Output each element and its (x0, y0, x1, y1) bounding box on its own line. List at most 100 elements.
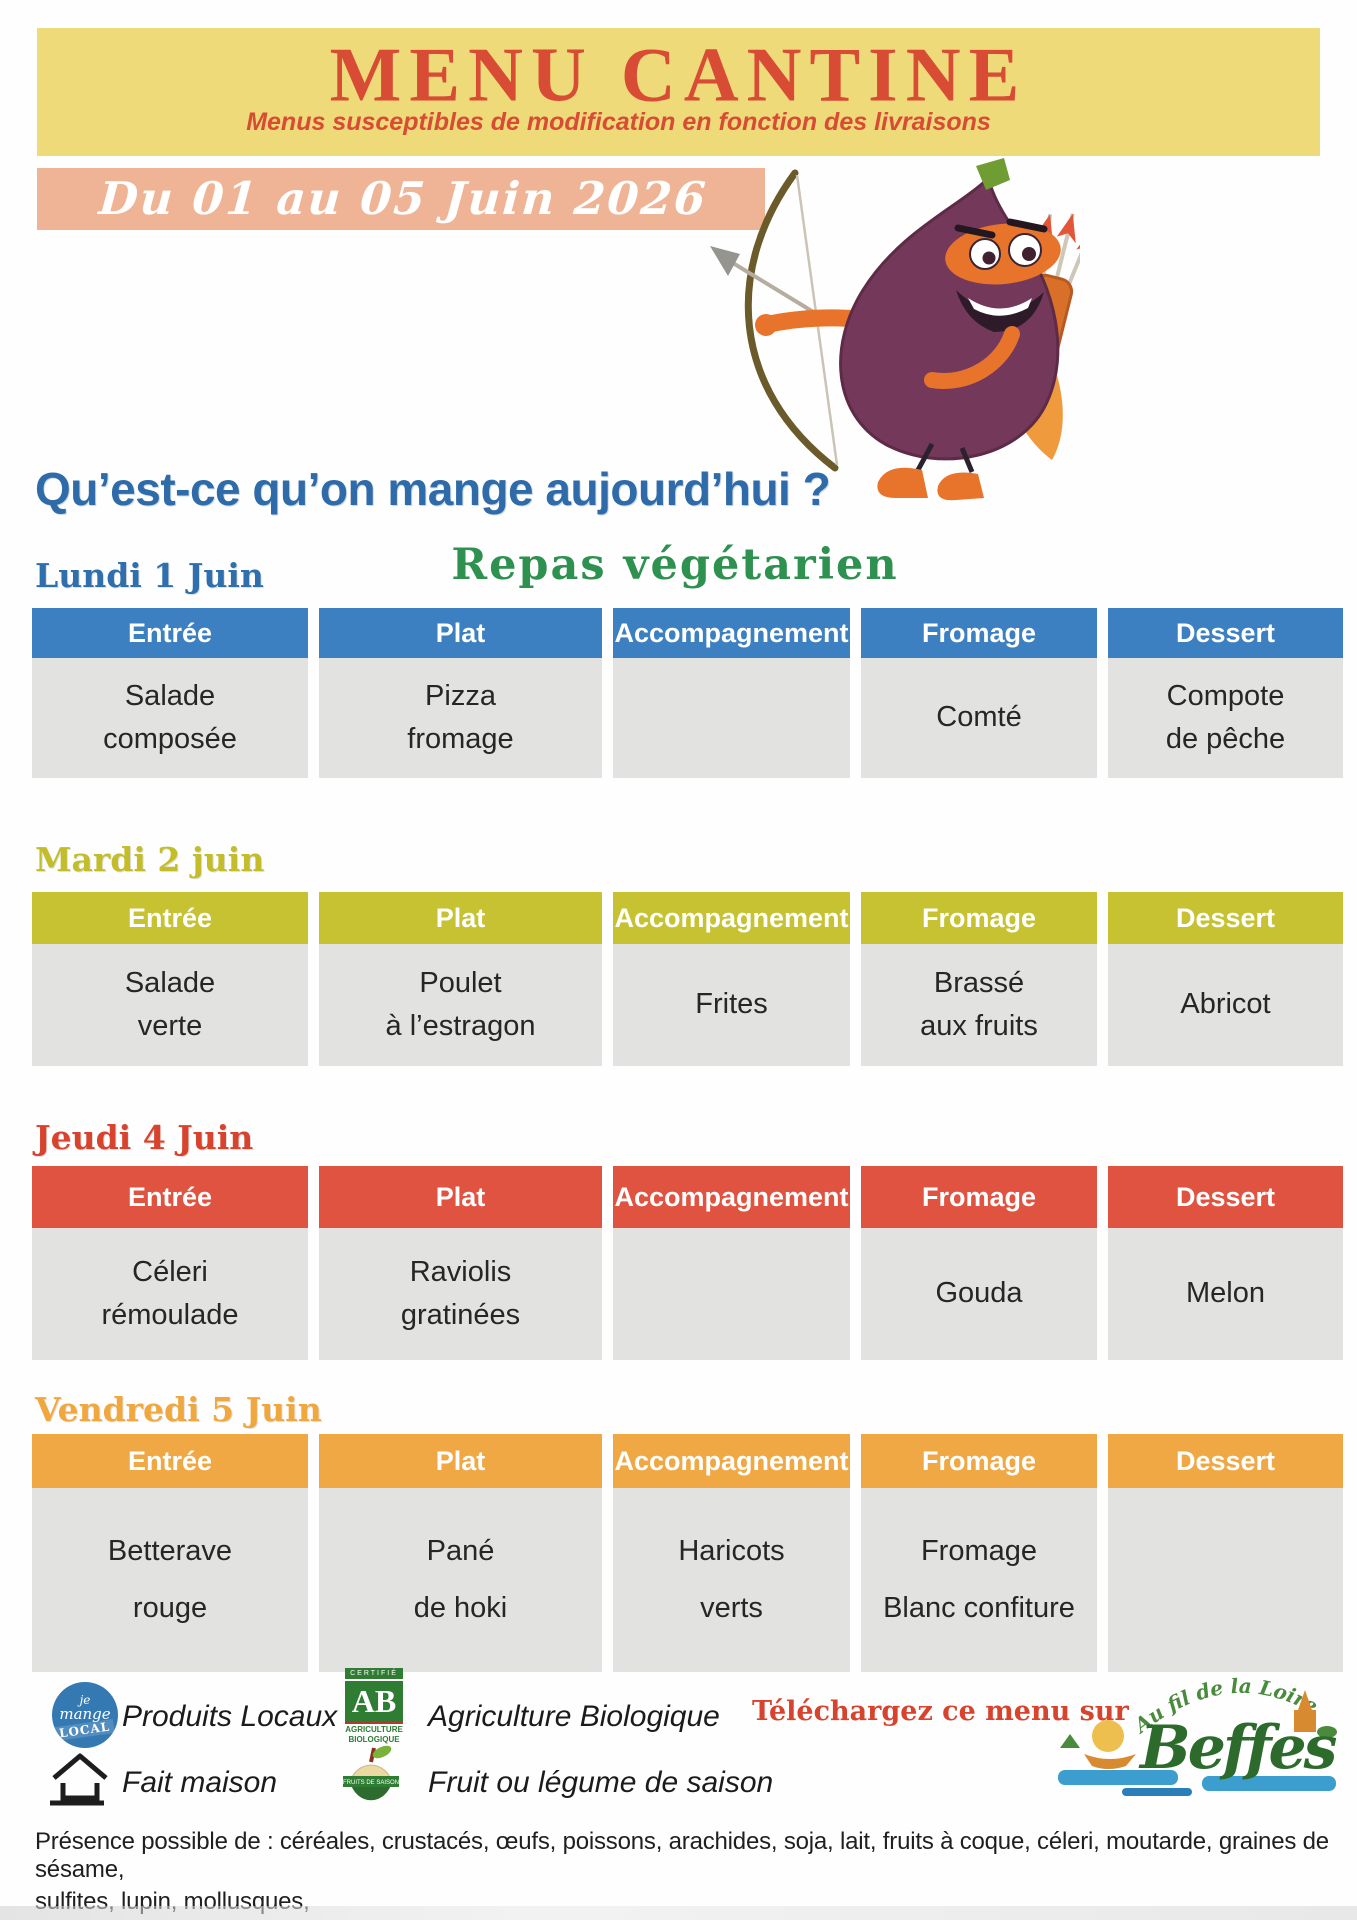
header-cell-accompagnement: Accompagnement (613, 1434, 850, 1488)
header-cell-dessert: Dessert (1108, 608, 1343, 658)
ab-certified-label: CERTIFIÉ (345, 1668, 403, 1679)
day-label-jeudi: Jeudi 4 Juin (35, 1118, 254, 1157)
bow-icon (744, 169, 839, 472)
boat-icon (1084, 1754, 1136, 1769)
menu-cell: Fromage Blanc confiture (861, 1488, 1097, 1672)
fig-hand-left (755, 314, 777, 336)
menu-cell: Céleri rémoulade (32, 1228, 308, 1360)
beffes-logo: Au fil de la Loire Beffes (1058, 1674, 1340, 1796)
local-products-badge-icon: je mange LOCAL (52, 1682, 118, 1748)
smile-mouth (956, 290, 1044, 332)
menu-cell (613, 658, 850, 778)
ab-sub-line: AGRICULTURE (345, 1725, 403, 1734)
boot-left (877, 467, 928, 498)
menu-cell: Pané de hoki (319, 1488, 602, 1672)
header-cell-accompagnement: Accompagnement (613, 608, 850, 658)
ab-letters: AB (345, 1679, 403, 1721)
date-banner: Du 01 au 05 Juin 2026 (37, 168, 765, 230)
header-cell-plat: Plat (319, 1434, 602, 1488)
church-body-icon (1294, 1710, 1316, 1732)
beffes-name: Beffes (1138, 1713, 1337, 1783)
menu-cell: Abricot (1108, 944, 1343, 1066)
header-cell-accompagnement: Accompagnement (613, 892, 850, 944)
column-header-row-jeudi: Entrée Plat Accompagnement Fromage Desse… (32, 1166, 1343, 1228)
legend-produits-locaux-label: Produits Locaux (122, 1700, 338, 1733)
menu-cell (613, 1228, 850, 1360)
header-cell-entree: Entrée (32, 608, 308, 658)
fig-stem (976, 158, 1010, 190)
day-label-lundi: Lundi 1 Juin (35, 556, 264, 595)
header-cell-fromage: Fromage (861, 1434, 1097, 1488)
leg-left (915, 442, 935, 472)
header-cell-dessert: Dessert (1108, 1166, 1343, 1228)
column-header-row-vendredi: Entrée Plat Accompagnement Fromage Desse… (32, 1434, 1343, 1488)
ab-sub-line: BIOLOGIQUE (348, 1735, 400, 1744)
header-cell-accompagnement: Accompagnement (613, 1166, 850, 1228)
menu-cell (1108, 1488, 1343, 1672)
header-cell-plat: Plat (319, 608, 602, 658)
leg-right (959, 447, 975, 473)
pupil-right (1022, 247, 1036, 261)
header-cell-fromage: Fromage (861, 892, 1097, 944)
question-heading: Qu’est-ce qu’on mange aujourd’hui ? (35, 463, 831, 515)
page-title: MENU CANTINE (329, 32, 1028, 118)
wave-shape (1202, 1776, 1336, 1791)
header-cell-entree: Entrée (32, 1166, 308, 1228)
menu-cell: Salade verte (32, 944, 308, 1066)
eyebrow-left (954, 224, 996, 239)
tree-icon (1060, 1734, 1080, 1748)
column-header-row-mardi: Entrée Plat Accompagnement Fromage Desse… (32, 892, 1343, 944)
day-label-mardi: Mardi 2 juin (35, 840, 265, 879)
header-band: MENU CANTINE Menus susceptibles de modif… (37, 28, 1320, 156)
wave-shape (1058, 1770, 1178, 1785)
allergen-notice-line1: Présence possible de : céréales, crustac… (35, 1828, 1329, 1883)
menu-cell: Melon (1108, 1228, 1343, 1360)
menu-cell: Pizza fromage (319, 658, 602, 778)
header-cell-dessert: Dessert (1108, 892, 1343, 944)
scan-artifact-strip (0, 1906, 1357, 1920)
local-badge-line: je (79, 1692, 91, 1707)
menu-row-lundi: Salade composée Pizza fromage Comté Comp… (32, 658, 1343, 778)
legend-fait-maison-label: Fait maison (122, 1766, 278, 1799)
fruit-banner-label: FRUITS DE SAISON (343, 1780, 399, 1786)
menu-cell: Compote de pêche (1108, 658, 1343, 778)
arrow-shaft (726, 258, 822, 318)
header-cell-plat: Plat (319, 1166, 602, 1228)
local-badge-line: mange (59, 1704, 111, 1723)
homemade-house-icon (50, 1753, 108, 1806)
fig-arm-right (924, 326, 1020, 389)
eyebrow-right (1006, 218, 1048, 233)
menu-cell: Haricots verts (613, 1488, 850, 1672)
menu-cell: Brassé aux fruits (861, 944, 1097, 1066)
menu-cell: Betterave rouge (32, 1488, 308, 1672)
header-cell-entree: Entrée (32, 1434, 308, 1488)
pupil-left (982, 251, 996, 265)
header-cell-fromage: Fromage (861, 1166, 1097, 1228)
smile-teeth (968, 298, 1032, 316)
menu-cell: Raviolis gratinées (319, 1228, 602, 1360)
menu-cell: Comté (861, 658, 1097, 778)
menu-cell: Frites (613, 944, 850, 1066)
download-note: Téléchargez ce menu sur (752, 1696, 1129, 1727)
vegetarian-note: Repas végétarien (451, 540, 899, 590)
header-cell-fromage: Fromage (861, 608, 1097, 658)
column-header-row-lundi: Entrée Plat Accompagnement Fromage Desse… (32, 608, 1343, 658)
menu-cell: Salade composée (32, 658, 308, 778)
wave-shape (1122, 1788, 1192, 1796)
organic-ab-logo-icon: CERTIFIÉ AB AGRICULTURE BIOLOGIQUE (345, 1668, 403, 1745)
boot-right (937, 472, 984, 501)
date-range-label: Du 01 au 05 Juin 2026 (97, 172, 710, 225)
menu-cell: Gouda (861, 1228, 1097, 1360)
fig-archer-illustration (710, 158, 1080, 501)
header-cell-dessert: Dessert (1108, 1434, 1343, 1488)
sun-icon (1092, 1720, 1124, 1752)
menu-row-vendredi: Betterave rouge Pané de hoki Haricots ve… (32, 1488, 1343, 1672)
day-label-vendredi: Vendredi 5 Juin (35, 1390, 322, 1429)
header-cell-entree: Entrée (32, 892, 308, 944)
menu-cell: Poulet à l’estragon (319, 944, 602, 1066)
arrow-head (710, 246, 740, 276)
legend-agriculture-biologique-label: Agriculture Biologique (428, 1700, 720, 1733)
church-spire-icon (1298, 1690, 1312, 1710)
legend-fruit-saison-label: Fruit ou légume de saison (428, 1766, 774, 1799)
